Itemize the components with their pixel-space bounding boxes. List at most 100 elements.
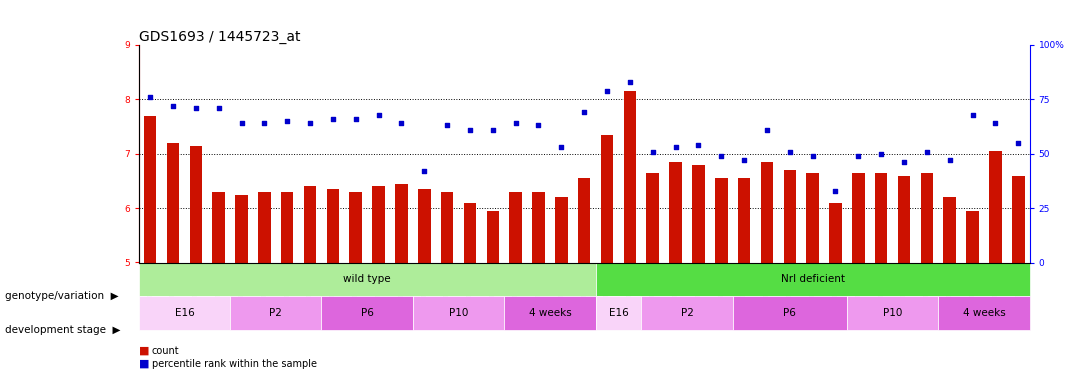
Point	[142, 94, 159, 100]
Point	[416, 168, 433, 174]
Text: percentile rank within the sample: percentile rank within the sample	[152, 359, 317, 369]
Bar	[212, 192, 225, 262]
Point	[805, 153, 822, 159]
Bar	[715, 178, 728, 262]
Text: 4 weeks: 4 weeks	[528, 308, 571, 318]
Bar	[578, 178, 590, 262]
Point	[393, 120, 410, 126]
Point	[324, 116, 341, 122]
Point	[895, 159, 912, 165]
Text: count: count	[152, 346, 179, 355]
Point	[370, 112, 387, 118]
Bar	[783, 170, 796, 262]
Point	[210, 105, 227, 111]
Bar	[441, 192, 453, 262]
Bar	[847, 296, 938, 330]
Point	[347, 116, 364, 122]
Bar	[733, 296, 847, 330]
Point	[439, 123, 456, 129]
Bar	[875, 173, 888, 262]
Bar	[595, 296, 641, 330]
Point	[941, 157, 958, 163]
Text: genotype/variation  ▶: genotype/variation ▶	[5, 291, 118, 301]
Text: wild type: wild type	[344, 274, 391, 284]
Bar	[487, 211, 499, 262]
Bar	[372, 186, 385, 262]
Point	[461, 127, 478, 133]
Bar	[281, 192, 293, 262]
Point	[987, 120, 1004, 126]
Text: P2: P2	[269, 308, 282, 318]
Text: development stage  ▶: development stage ▶	[5, 325, 121, 335]
Bar	[647, 173, 659, 262]
Text: ■: ■	[139, 359, 149, 369]
Bar	[761, 162, 774, 262]
Text: P6: P6	[361, 308, 373, 318]
Bar	[509, 192, 522, 262]
Bar	[166, 143, 179, 262]
Bar	[807, 173, 818, 262]
Bar	[897, 176, 910, 262]
Bar	[595, 262, 1030, 296]
Point	[553, 144, 570, 150]
Point	[713, 153, 730, 159]
Point	[599, 88, 616, 94]
Bar	[601, 135, 614, 262]
Point	[919, 148, 936, 154]
Bar	[669, 162, 682, 262]
Bar	[190, 146, 202, 262]
Bar	[829, 202, 842, 262]
Bar	[532, 192, 545, 262]
Bar	[1012, 176, 1024, 262]
Point	[849, 153, 866, 159]
Text: P10: P10	[449, 308, 468, 318]
Point	[530, 123, 547, 129]
Point	[302, 120, 319, 126]
Point	[690, 142, 707, 148]
Bar	[853, 173, 864, 262]
Point	[164, 103, 181, 109]
Text: GDS1693 / 1445723_at: GDS1693 / 1445723_at	[139, 30, 300, 44]
Point	[188, 105, 205, 111]
Bar	[258, 192, 271, 262]
Bar	[737, 178, 750, 262]
Point	[759, 127, 776, 133]
Point	[873, 151, 890, 157]
Text: E16: E16	[608, 308, 628, 318]
Point	[1009, 140, 1026, 146]
Point	[484, 127, 501, 133]
Bar	[641, 296, 733, 330]
Bar	[505, 296, 595, 330]
Point	[964, 112, 981, 118]
Point	[278, 118, 296, 124]
Bar	[139, 262, 595, 296]
Bar	[327, 189, 339, 262]
Bar	[938, 296, 1030, 330]
Bar	[418, 189, 431, 262]
Text: ■: ■	[139, 346, 149, 355]
Text: P2: P2	[681, 308, 694, 318]
Text: 4 weeks: 4 weeks	[962, 308, 1005, 318]
Bar	[464, 202, 476, 262]
Bar	[304, 186, 316, 262]
Bar	[943, 197, 956, 262]
Point	[621, 79, 638, 85]
Point	[575, 110, 592, 116]
Point	[781, 148, 798, 154]
Bar	[139, 296, 230, 330]
Point	[735, 157, 752, 163]
Bar	[555, 197, 568, 262]
Text: P6: P6	[783, 308, 796, 318]
Text: Nrl deficient: Nrl deficient	[781, 274, 845, 284]
Point	[507, 120, 524, 126]
Bar	[235, 195, 248, 262]
Point	[233, 120, 250, 126]
Point	[667, 144, 684, 150]
Bar	[230, 296, 321, 330]
Bar	[967, 211, 978, 262]
Point	[827, 188, 844, 194]
Point	[256, 120, 273, 126]
Bar	[144, 116, 157, 262]
Bar	[395, 184, 408, 262]
Bar	[989, 151, 1002, 262]
